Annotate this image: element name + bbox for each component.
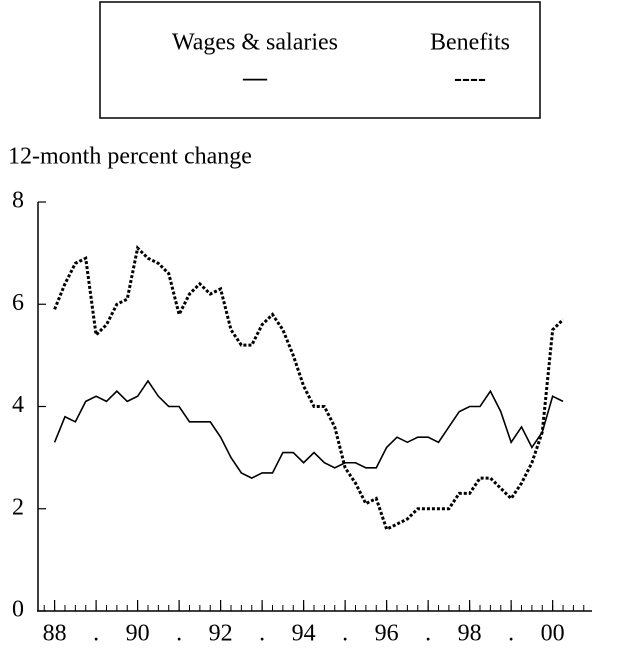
x-tick-label: 90 <box>126 621 150 647</box>
x-tick-label: . <box>176 621 182 647</box>
y-axis-label: 12-month percent change <box>8 144 252 170</box>
legend-sample: — <box>242 66 268 92</box>
x-tick-label: . <box>342 621 348 647</box>
x-tick-label: 92 <box>209 621 233 647</box>
x-tick-label: 96 <box>375 621 399 647</box>
y-tick-label: 6 <box>12 290 24 316</box>
series-line <box>53 379 564 479</box>
x-tick-label: 98 <box>458 621 482 647</box>
series-line <box>53 245 565 532</box>
legend-box <box>99 1 541 119</box>
x-tick-label: . <box>508 621 514 647</box>
x-tick-label: . <box>425 621 431 647</box>
y-tick-label: 4 <box>12 392 24 418</box>
legend-label: Benefits <box>430 30 510 56</box>
y-tick-label: 0 <box>12 597 24 623</box>
x-tick-label: 94 <box>292 621 316 647</box>
x-tick-label: . <box>93 621 99 647</box>
x-tick-label: 88 <box>43 621 67 647</box>
y-tick-label: 2 <box>12 494 24 520</box>
x-tick-label: 00 <box>541 621 565 647</box>
legend-label: Wages & salaries <box>172 30 338 56</box>
y-tick-label: 8 <box>12 188 24 214</box>
x-tick-label: . <box>259 621 265 647</box>
legend-sample: ---- <box>454 66 486 92</box>
